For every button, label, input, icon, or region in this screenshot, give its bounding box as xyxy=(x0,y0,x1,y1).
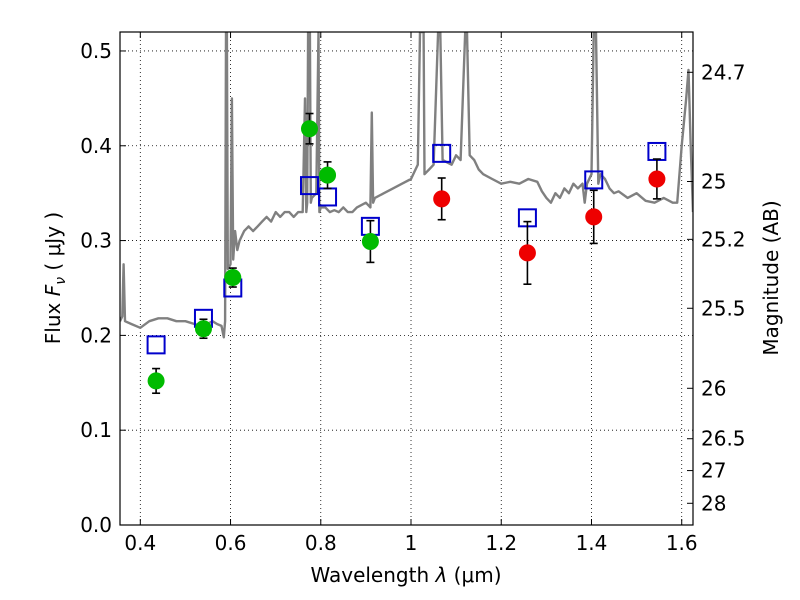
y2-tick-label: 28 xyxy=(701,491,726,515)
spectrum-line xyxy=(120,32,693,339)
y-tick-label: 0.5 xyxy=(80,39,112,63)
x-tick-label: 0.8 xyxy=(305,531,337,555)
y-axis-title: Flux Fν ( μJy ) xyxy=(41,212,69,344)
y-tick-label: 0.0 xyxy=(80,513,112,537)
model-photometry-square xyxy=(584,170,604,190)
observed-flux-point xyxy=(224,269,242,287)
tick-layer: 0.4 0.6 0.8 1 1.2 1.4 1.6 0.0 0.1 0.2 0.3 0.4 0.5 24.… xyxy=(80,32,746,555)
observed-flux-point xyxy=(319,166,337,184)
observed-flux-point xyxy=(361,233,379,251)
y2-axis-title: Magnitude (AB) xyxy=(759,200,783,355)
model-photometry-square xyxy=(432,143,452,163)
y2-tick-label: 26.5 xyxy=(701,427,746,451)
observed-flux-point xyxy=(648,170,666,188)
data-layer xyxy=(120,32,693,395)
observed-flux-point xyxy=(147,372,165,390)
plot-frame xyxy=(119,31,694,526)
x-tick-label: 1.6 xyxy=(666,531,698,555)
x-tick-label: 1 xyxy=(405,531,418,555)
y2-tick-label: 25 xyxy=(701,170,726,194)
observed-flux-point xyxy=(300,120,318,138)
y2-tick-label: 26 xyxy=(701,376,726,400)
observed-flux-point xyxy=(518,244,536,262)
model-photometry-square xyxy=(299,176,319,196)
y2-tick-label: 27 xyxy=(701,459,726,483)
y-tick-label: 0.1 xyxy=(80,418,112,442)
observed-flux-point xyxy=(585,208,603,226)
observed-flux-point xyxy=(433,190,451,208)
x-tick-label: 1.4 xyxy=(576,531,608,555)
observed-flux-point xyxy=(194,320,212,338)
y-tick-label: 0.2 xyxy=(80,323,112,347)
y2-tick-label: 24.7 xyxy=(701,60,746,84)
x-tick-label: 0.4 xyxy=(124,531,156,555)
model-photometry-square xyxy=(146,335,166,355)
x-tick-label: 0.6 xyxy=(215,531,247,555)
y-tick-label: 0.4 xyxy=(80,134,112,158)
y-tick-label: 0.3 xyxy=(80,229,112,253)
x-tick-label: 1.2 xyxy=(485,531,517,555)
y2-tick-label: 25.5 xyxy=(701,296,746,320)
y2-tick-label: 25.2 xyxy=(701,227,746,251)
x-axis-title: Wavelength λ (μm) xyxy=(310,563,501,587)
